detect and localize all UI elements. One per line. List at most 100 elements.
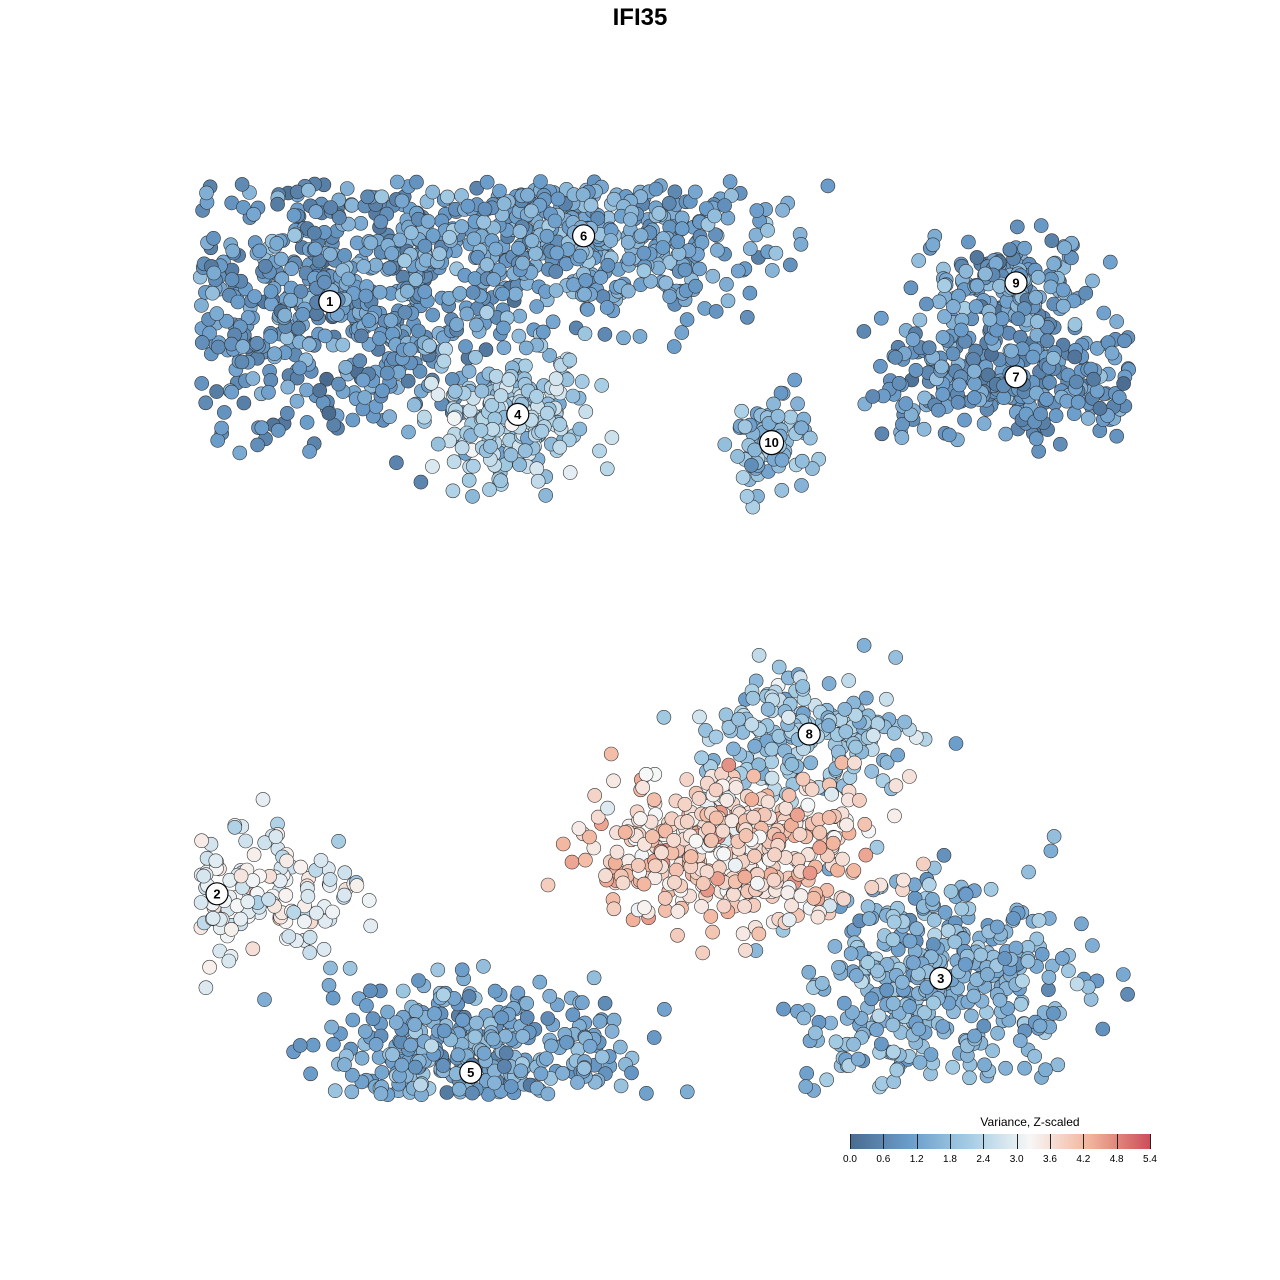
cell-point-cluster-6: [688, 278, 703, 294]
cluster-label-text: 8: [806, 727, 813, 742]
cell-point-cluster-1: [308, 204, 324, 219]
cluster-label-text: 9: [1012, 275, 1019, 290]
cell-point-cluster-5: [354, 1050, 370, 1066]
cell-point-cluster-6: [760, 223, 775, 238]
legend-tick-mark: [916, 1134, 918, 1149]
cell-point-cluster-6: [599, 300, 615, 315]
cell-point-cluster-8: [837, 701, 853, 717]
cell-point-central: [846, 863, 862, 878]
cell-point-cluster-1: [400, 373, 416, 389]
cell-point-cluster-6: [621, 251, 637, 267]
cell-point-cluster-10: [737, 419, 753, 435]
cell-point-cluster-4: [416, 409, 432, 425]
cell-point-cluster-1: [284, 261, 299, 277]
cell-point-cluster-6: [523, 203, 539, 219]
legend-tick-mark: [850, 1134, 851, 1149]
cell-point-cluster-5: [487, 1075, 502, 1091]
cell-point-cluster-2: [224, 922, 239, 937]
cell-point-cluster-5: [407, 1017, 423, 1032]
cell-point-cluster-2: [245, 941, 261, 957]
cell-point-cluster-9: [1067, 317, 1083, 332]
cell-point-cluster-3: [869, 1022, 884, 1037]
cell-point-cluster-5: [555, 1066, 570, 1081]
cell-point-cluster-3: [889, 1062, 905, 1078]
cell-point-cluster-5: [542, 988, 558, 1004]
legend-tick-label: 1.8: [943, 1154, 957, 1165]
cell-point-cluster-5: [427, 1006, 442, 1022]
cell-point-cluster-8: [821, 676, 837, 691]
cell-point-cluster-5: [436, 1023, 452, 1039]
cell-point-central: [810, 909, 826, 925]
legend-tick-label: 3.0: [1009, 1154, 1024, 1165]
cell-point-cluster-9: [925, 237, 941, 253]
cell-point-cluster-3: [1116, 967, 1131, 982]
cell-point-central: [780, 885, 796, 901]
cell-point-central: [857, 816, 873, 832]
cell-point-cluster-1: [306, 225, 322, 241]
cell-point-central: [645, 829, 660, 844]
cell-point-cluster-5: [357, 1024, 373, 1039]
cluster-label-4: 4: [506, 402, 530, 426]
cell-point-cluster-9: [1040, 333, 1055, 349]
cell-point-cluster-10: [794, 453, 810, 469]
cell-point-cluster-6: [782, 257, 798, 273]
cell-point-cluster-3: [937, 905, 953, 920]
cluster-label-text: 10: [764, 435, 778, 450]
cell-point-cluster-1: [263, 284, 279, 299]
cell-point-central: [708, 782, 724, 798]
cell-point-cluster-4: [474, 383, 490, 399]
cell-point-cluster-6: [402, 342, 418, 357]
legend-tick-mark: [883, 1134, 885, 1149]
legend-tick-label: 1.2: [909, 1154, 924, 1165]
cell-point-cluster-6: [420, 214, 436, 229]
cell-point-cluster-6: [421, 338, 437, 354]
cell-point-cluster-4: [511, 328, 527, 344]
cell-point-cluster-6: [389, 174, 405, 190]
cell-point-cluster-3: [1041, 982, 1056, 998]
cell-point-cluster-8: [751, 647, 767, 663]
cell-point-cluster-9: [969, 278, 985, 294]
cell-point-central: [744, 792, 760, 807]
cell-point-cluster-3: [870, 963, 885, 979]
cell-point-cluster-1: [224, 272, 240, 287]
cell-point-cluster-5: [403, 1037, 419, 1053]
cell-point-cluster-6: [719, 276, 734, 292]
cluster-label-text: 3: [937, 971, 944, 986]
cell-point-cluster-5: [439, 1085, 455, 1100]
cell-point-cluster-8: [888, 650, 904, 665]
cell-point-cluster-6: [518, 340, 534, 356]
cell-point-cluster-2: [278, 887, 294, 903]
cell-point-central: [793, 888, 809, 904]
cell-point-cluster-5: [586, 970, 602, 986]
cell-point-cluster-3: [808, 1025, 823, 1041]
cell-point-cluster-1: [337, 248, 352, 263]
cell-point-central: [825, 835, 841, 851]
cell-point-cluster-6: [496, 196, 512, 211]
cell-point-cluster-3: [885, 996, 901, 1011]
cell-point-cluster-2: [221, 953, 237, 969]
cell-point-cluster-3: [909, 921, 924, 937]
cell-point-cluster-6: [449, 317, 465, 332]
cell-point-cluster-9: [969, 250, 985, 265]
cell-point-cluster-9: [1028, 290, 1043, 305]
cell-point-cluster-1: [401, 424, 416, 440]
cell-point-cluster-4: [436, 353, 452, 369]
cell-point-cluster-3: [1006, 911, 1021, 926]
cell-point-central: [708, 810, 724, 826]
cell-point-cluster-6: [511, 241, 526, 256]
cell-point-cluster-1: [250, 437, 265, 453]
cell-point-cluster-6: [452, 286, 468, 301]
cell-point-cluster-7: [1025, 349, 1041, 365]
cell-point-cluster-6: [524, 233, 540, 249]
cell-point-central: [746, 768, 762, 784]
cell-point-cluster-9: [911, 253, 927, 268]
cell-point-cluster-2: [246, 847, 262, 863]
cell-point-cluster-3: [925, 937, 941, 952]
cell-point-cluster-2: [361, 893, 377, 908]
cell-point-cluster-6: [632, 329, 648, 344]
cell-point-cluster-3: [958, 887, 974, 902]
cell-point-central: [767, 847, 782, 863]
cell-point-cluster-5: [455, 1012, 470, 1028]
cell-point-cluster-1: [335, 337, 351, 353]
cell-point-central: [695, 945, 711, 961]
